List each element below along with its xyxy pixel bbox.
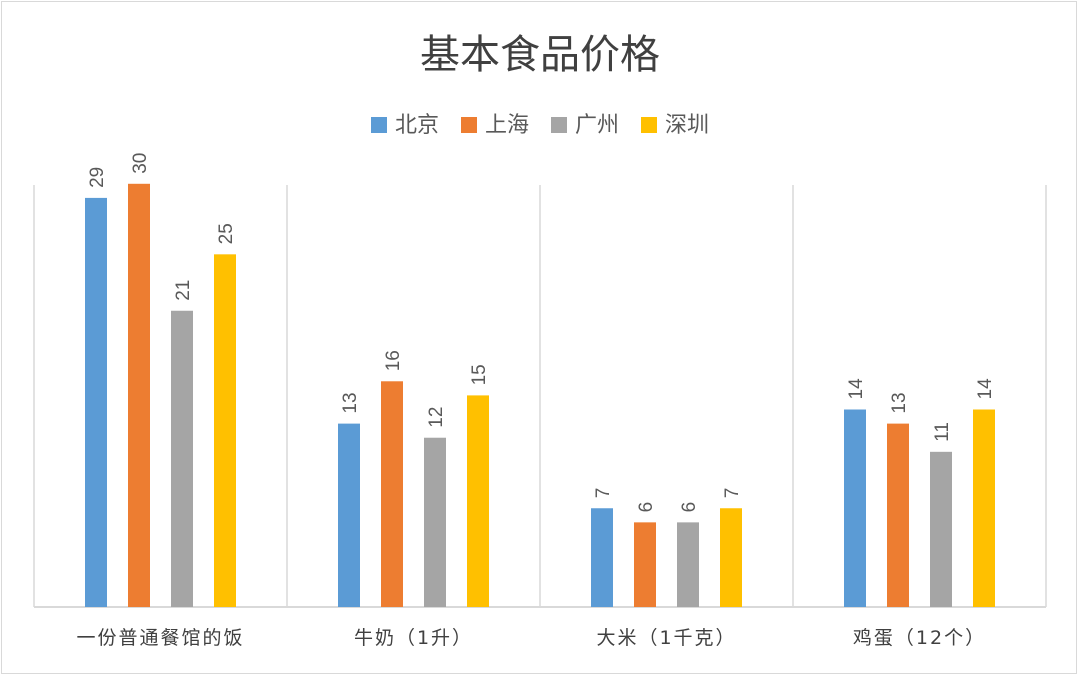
data-label-2-3: 7 [722, 488, 743, 499]
legend-label-2: 广州 [575, 113, 619, 138]
data-labels: 29 30 21 25 13 16 12 15 7 6 6 7 14 13 11 14 [87, 153, 996, 513]
category-label-3: 鸡蛋（12个） [853, 627, 986, 649]
data-label-1-2: 12 [426, 407, 447, 428]
data-label-2-1: 6 [636, 502, 657, 513]
bar-0-2 [171, 310, 193, 607]
category-label-0: 一份普通餐馆的饭 [76, 627, 244, 649]
data-label-3-2: 11 [932, 422, 953, 442]
legend-swatch-0 [371, 117, 387, 133]
bar-2-3 [720, 508, 742, 607]
bars [85, 183, 995, 608]
legend-swatch-3 [641, 117, 657, 133]
data-label-0-2: 21 [173, 280, 194, 301]
chart-title: 基本食品价格 [420, 32, 660, 78]
grid-lines [33, 185, 1047, 608]
category-labels: 一份普通餐馆的饭 牛奶（1升） 大米（1千克） 鸡蛋（12个） [76, 627, 986, 649]
legend-label-3: 深圳 [665, 113, 709, 138]
bar-0-1 [128, 183, 150, 607]
bar-3-1 [887, 423, 909, 607]
legend-swatch-1 [461, 117, 477, 133]
legend-label-1: 上海 [485, 113, 529, 138]
bar-2-2 [677, 522, 699, 607]
bar-0-3 [214, 254, 236, 608]
legend-swatch-2 [551, 117, 567, 133]
bar-1-2 [424, 437, 446, 607]
data-label-2-2: 6 [679, 502, 700, 513]
bar-2-0 [591, 508, 613, 607]
data-label-0-0: 29 [87, 167, 108, 188]
category-label-2: 大米（1千克） [596, 627, 736, 649]
bar-0-0 [85, 197, 107, 608]
bar-3-3 [973, 409, 995, 607]
data-label-1-1: 16 [383, 350, 404, 371]
bar-3-0 [844, 409, 866, 607]
data-label-1-0: 13 [340, 392, 361, 413]
bar-1-3 [467, 395, 489, 607]
category-label-1: 牛奶（1升） [354, 627, 473, 649]
legend-label-0: 北京 [395, 113, 439, 138]
data-label-0-3: 25 [216, 223, 237, 244]
bar-1-0 [338, 423, 360, 607]
data-label-3-3: 14 [975, 378, 996, 400]
data-label-2-0: 7 [593, 488, 614, 499]
bar-2-1 [634, 522, 656, 607]
data-label-3-1: 13 [889, 392, 910, 413]
data-label-3-0: 14 [846, 378, 867, 400]
legend: 北京 上海 广州 深圳 [371, 113, 709, 138]
data-label-1-3: 15 [469, 364, 490, 385]
bar-3-2 [930, 451, 952, 607]
data-label-0-1: 30 [130, 153, 151, 174]
bar-1-1 [381, 381, 403, 607]
